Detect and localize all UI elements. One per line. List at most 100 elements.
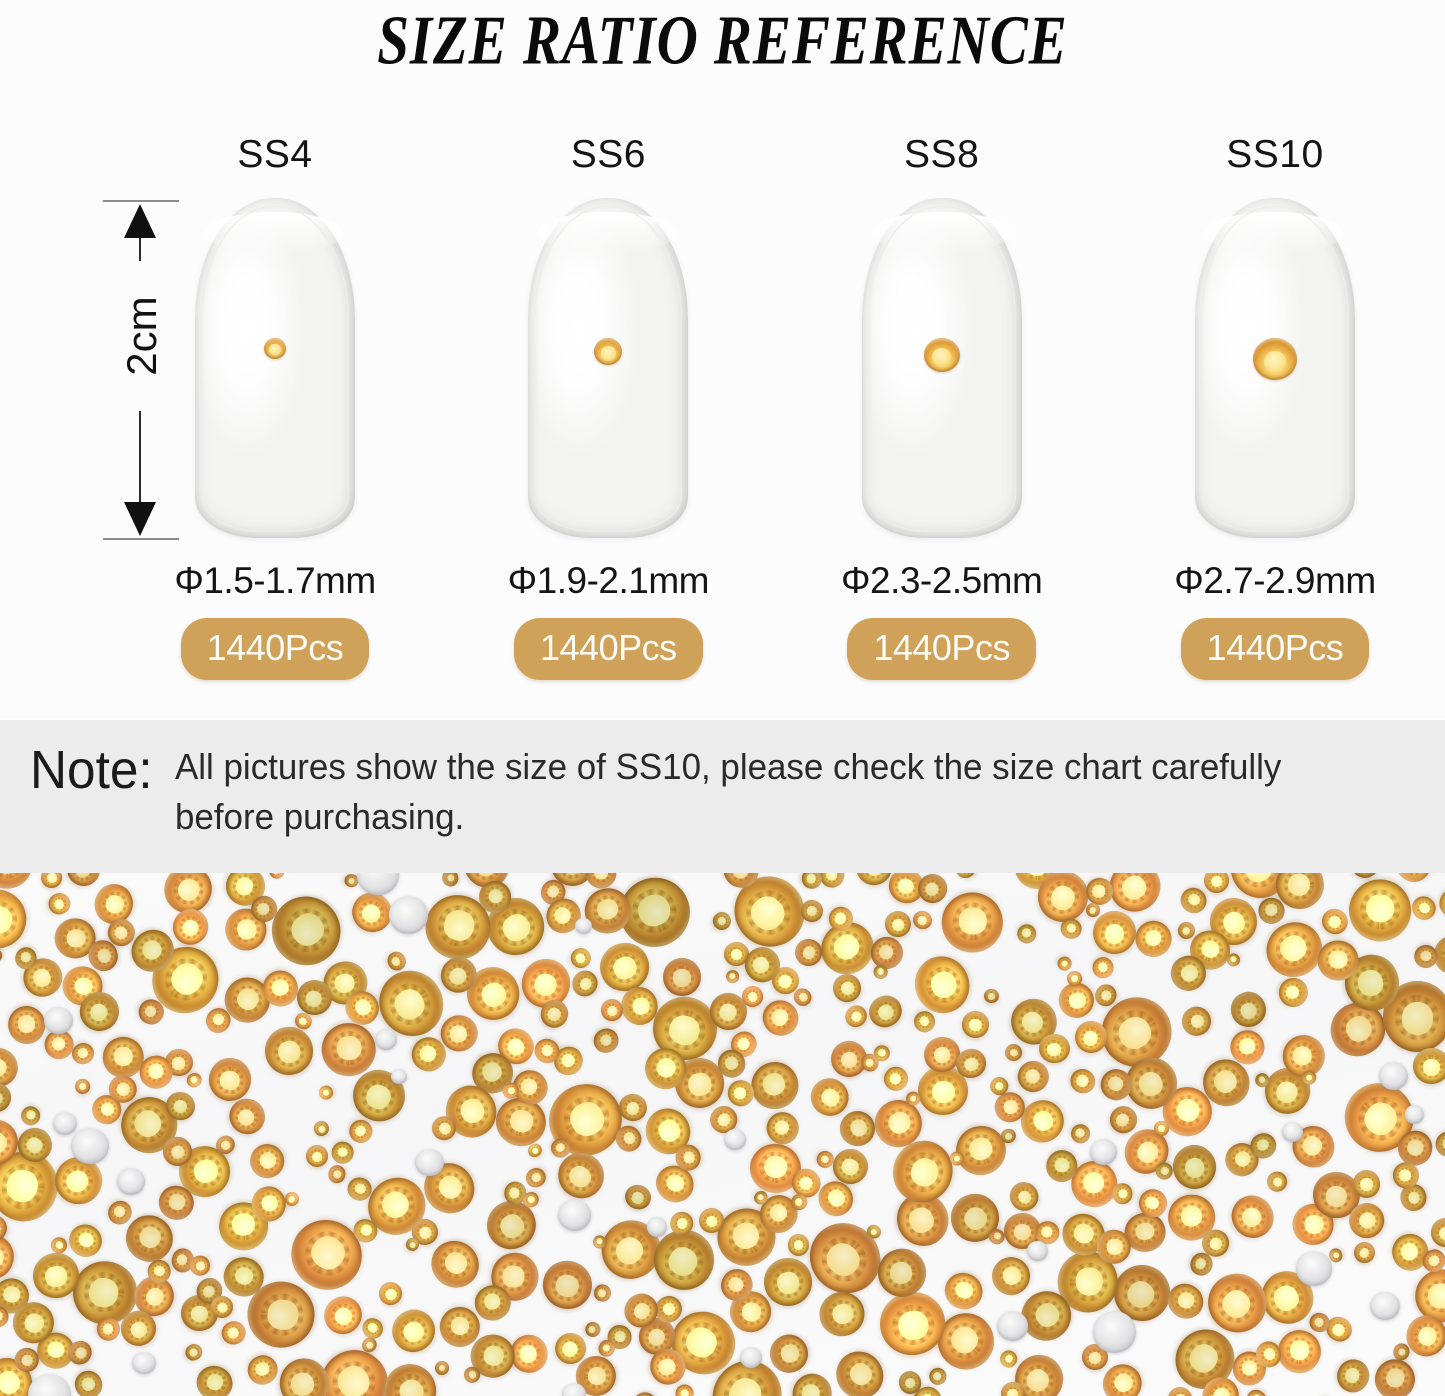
quantity-badge: 1440Pcs xyxy=(1180,618,1370,680)
rhinestone xyxy=(626,1387,662,1396)
rhinestone xyxy=(96,1317,121,1343)
rhinestone-icon xyxy=(264,338,286,359)
rhinestone-flatback xyxy=(415,1148,445,1177)
rhinestone xyxy=(1066,1064,1100,1098)
rhinestone xyxy=(1153,1120,1169,1136)
rhinestone xyxy=(316,1289,369,1342)
rhinestone xyxy=(188,1254,211,1277)
rhinestone xyxy=(583,1320,602,1339)
scale-tick-top xyxy=(103,200,179,202)
quantity-badge: 1440Pcs xyxy=(180,618,370,680)
rhinestone-flatback xyxy=(117,1168,146,1195)
nail-swatch xyxy=(528,198,689,538)
rhinestone xyxy=(1090,908,1139,957)
size-chart-section: SIZE RATIO REFERENCE 2cm SS4 Φ1.5-1.7mm xyxy=(103,3,1400,700)
rhinestone xyxy=(909,908,935,933)
rhinestone xyxy=(727,1079,755,1107)
size-diameter: Φ1.5-1.7mm xyxy=(174,560,376,601)
rhinestone-icon xyxy=(1252,338,1297,380)
rhinestone xyxy=(4,1003,48,1047)
rhinestone xyxy=(726,970,740,984)
rhinestone xyxy=(374,1277,407,1310)
rhinestone xyxy=(1166,1385,1194,1396)
rhinestone xyxy=(1096,1229,1132,1265)
size-column-ss4: SS4 Φ1.5-1.7mm 1440Pcs xyxy=(150,130,400,700)
rhinestone-icon xyxy=(594,338,623,365)
rhinestone-flatback xyxy=(1295,1251,1333,1286)
rhinestone xyxy=(1131,917,1175,961)
size-columns: SS4 Φ1.5-1.7mm 1440Pcs SS6 Φ1 xyxy=(150,130,1400,700)
rhinestone-flatback xyxy=(390,1068,407,1085)
nail-edge xyxy=(201,206,349,532)
rhinestone xyxy=(311,1117,333,1139)
rhinestone xyxy=(827,967,868,1008)
rhinestone xyxy=(983,988,1000,1004)
page-title: SIZE RATIO REFERENCE xyxy=(377,3,1068,80)
rhinestone-icon xyxy=(923,338,960,372)
rhinestone xyxy=(317,1085,333,1101)
rhinestone xyxy=(537,1255,598,1315)
rhinestone xyxy=(326,1164,347,1186)
rhinestone xyxy=(827,1341,894,1396)
nail-shape xyxy=(528,198,689,538)
arrow-up-icon xyxy=(124,204,156,238)
rhinestone xyxy=(948,1118,1014,1183)
size-column-ss8: SS8 Φ2.3-2.5mm 1440Pcs xyxy=(817,130,1067,700)
rhinestone xyxy=(951,873,980,882)
rhinestone xyxy=(182,1341,206,1364)
rhinestone xyxy=(218,1317,249,1348)
scale-tick-bottom xyxy=(103,538,179,540)
rhinestone xyxy=(39,873,65,890)
rhinestone-flatback xyxy=(1027,1240,1049,1261)
rhinestone xyxy=(709,907,735,933)
size-diameter: Φ1.9-2.1mm xyxy=(507,560,710,601)
rhinestone-photo xyxy=(0,873,1445,1396)
rhinestone xyxy=(985,1250,1037,1302)
rhinestone xyxy=(818,873,847,889)
rhinestone xyxy=(1168,1140,1220,1194)
nail-edge xyxy=(534,206,682,532)
rhinestone xyxy=(1222,1186,1282,1246)
size-name: SS6 xyxy=(570,133,646,176)
rhinestone xyxy=(1275,1326,1324,1376)
rhinestone-flatback xyxy=(1093,1311,1137,1353)
rhinestone xyxy=(878,1061,913,1096)
rhinestone xyxy=(70,1365,108,1396)
rhinestone-flatback xyxy=(388,896,429,935)
quantity-badge: 1440Pcs xyxy=(514,618,703,680)
rhinestone xyxy=(941,892,1003,953)
rhinestone xyxy=(434,1360,449,1375)
rhinestone xyxy=(959,1008,992,1041)
rhinestone xyxy=(907,948,978,1021)
rhinestone xyxy=(72,1076,93,1096)
rhinestone xyxy=(663,958,702,997)
rhinestone-flatback xyxy=(71,1128,109,1165)
rhinestone xyxy=(800,873,823,891)
rhinestone-flatback xyxy=(1379,1062,1408,1090)
rhinestone xyxy=(1089,953,1117,981)
size-column-ss10: SS10 Φ2.7-2.9mm 1440Pcs xyxy=(1150,130,1400,700)
rhinestone xyxy=(621,1181,655,1214)
size-name: SS10 xyxy=(1226,133,1324,176)
rhinestone xyxy=(1433,1130,1445,1159)
rhinestone xyxy=(259,1020,319,1081)
rhinestone xyxy=(331,1141,355,1164)
rhinestone xyxy=(1175,883,1211,919)
rhinestone xyxy=(589,1024,623,1057)
rhinestone-flatback xyxy=(575,917,592,934)
rhinestone xyxy=(1351,1239,1378,1266)
rhinestone xyxy=(49,1234,70,1256)
rhinestone xyxy=(1014,921,1039,946)
rhinestone xyxy=(1265,1170,1288,1193)
arrow-down-icon xyxy=(124,502,156,536)
rhinestone xyxy=(1317,904,1353,939)
rhinestone xyxy=(205,1054,255,1104)
rhinestone xyxy=(0,946,4,966)
rhinestone xyxy=(1276,975,1311,1010)
rhinestone xyxy=(0,873,33,890)
size-diameter: Φ2.7-2.9mm xyxy=(1174,560,1376,601)
rhinestone xyxy=(1412,943,1438,969)
nail-highlight xyxy=(564,276,591,344)
rhinestone xyxy=(1224,985,1272,1033)
